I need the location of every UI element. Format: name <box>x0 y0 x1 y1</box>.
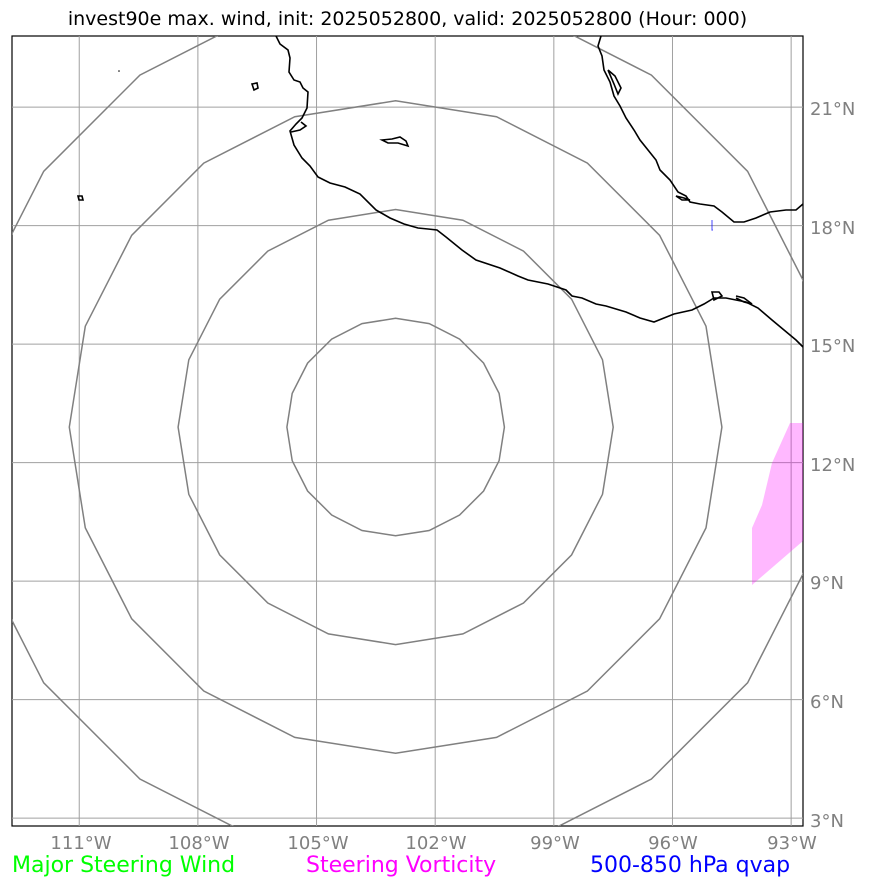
range-rings <box>12 36 803 826</box>
qvap-contour <box>711 220 713 231</box>
range-ring <box>68 100 723 755</box>
lon-label-96: 96°W <box>648 833 698 854</box>
lon-label-99: 99°W <box>530 833 580 854</box>
legend-steering-wind: Major Steering Wind <box>12 853 236 878</box>
map-title: invest90e max. wind, init: 2025052800, v… <box>67 8 748 30</box>
lon-label-108: 108°W <box>168 833 230 854</box>
lat-label-9: 9°N <box>810 573 844 594</box>
lat-label-15: 15°N <box>810 336 856 357</box>
legend-qvap: 500-850 hPa qvap <box>590 853 791 878</box>
lat-label-12: 12°N <box>810 455 856 476</box>
lat-label-3: 3°N <box>810 811 844 832</box>
lat-label-6: 6°N <box>810 692 844 713</box>
range-ring <box>12 36 803 826</box>
map-frame <box>11 35 804 827</box>
lat-label-18: 18°N <box>810 218 856 239</box>
lon-label-111: 111°W <box>50 833 112 854</box>
range-ring <box>286 317 506 537</box>
legend-steering-vorticity: Steering Vorticity <box>306 853 497 878</box>
lat-label-21: 21°N <box>810 99 856 120</box>
vorticity-shading <box>752 423 803 585</box>
small-island <box>118 70 120 72</box>
graticule <box>12 36 803 826</box>
coastline <box>76 35 804 348</box>
lon-label-93: 93°W <box>767 833 817 854</box>
lon-label-102: 102°W <box>405 833 467 854</box>
lon-label-105: 105°W <box>287 833 349 854</box>
range-ring <box>177 208 614 646</box>
